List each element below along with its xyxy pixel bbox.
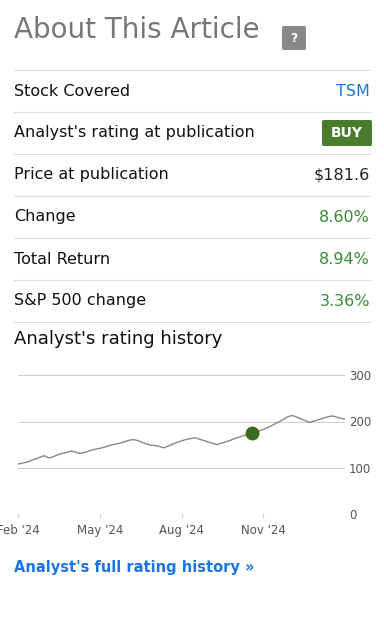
Text: ?: ?	[290, 31, 298, 45]
Text: 3.36%: 3.36%	[319, 293, 370, 309]
Text: 8.60%: 8.60%	[319, 210, 370, 224]
Text: $181.6: $181.6	[314, 167, 370, 183]
Text: BUY: BUY	[331, 126, 363, 140]
Text: 8.94%: 8.94%	[319, 252, 370, 266]
Text: Analyst's rating at publication: Analyst's rating at publication	[14, 125, 255, 141]
Text: About This Article: About This Article	[14, 16, 260, 44]
FancyBboxPatch shape	[282, 26, 306, 50]
Text: TSM: TSM	[336, 84, 370, 98]
Text: Total Return: Total Return	[14, 252, 110, 266]
Text: S&P 500 change: S&P 500 change	[14, 293, 146, 309]
Text: Analyst's full rating history »: Analyst's full rating history »	[14, 560, 255, 575]
Text: Change: Change	[14, 210, 76, 224]
Text: Analyst's rating history: Analyst's rating history	[14, 330, 222, 348]
Text: Stock Covered: Stock Covered	[14, 84, 130, 98]
Text: Price at publication: Price at publication	[14, 167, 169, 183]
FancyBboxPatch shape	[322, 120, 372, 146]
